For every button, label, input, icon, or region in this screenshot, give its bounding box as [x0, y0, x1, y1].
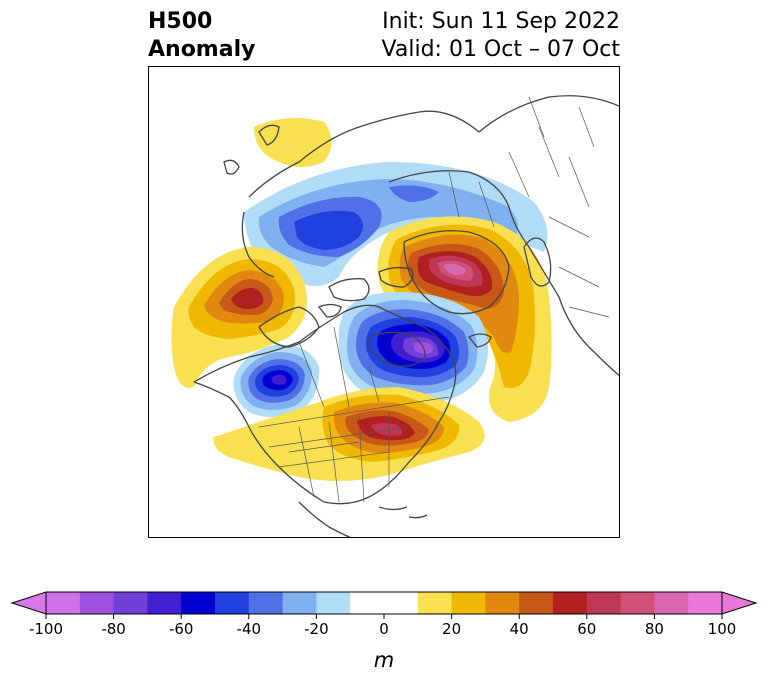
colorbar-swatch [688, 592, 723, 614]
coastlines [193, 95, 619, 537]
colorbar-swatch [46, 592, 81, 614]
positive-anomaly-pacific [171, 247, 307, 388]
colorbar-tick-label: -20 [304, 620, 329, 638]
positive-anomaly-siberia [254, 118, 332, 167]
colorbar-swatch [620, 592, 655, 614]
colorbar-swatches [10, 591, 758, 615]
colorbar-overflow-arrow [721, 591, 758, 615]
colorbar-swatch [215, 592, 250, 614]
title-line-1: H500 [148, 9, 213, 34]
negative-anomaly-russia [244, 162, 548, 286]
colorbar-swatch [417, 592, 453, 614]
colorbar-tick-label: -100 [29, 620, 63, 638]
colorbar-unit-label: m [374, 648, 394, 672]
colorbar-swatch [147, 592, 182, 614]
valid-date: Valid: 01 Oct – 07 Oct [381, 37, 620, 62]
colorbar: -100 -80 -60 -40 -20 0 20 40 60 80 100 m [0, 584, 768, 684]
colorbar-swatch [79, 592, 115, 614]
colorbar-tick-label: 100 [708, 620, 737, 638]
colorbar-tick-label: 0 [379, 620, 389, 638]
colorbar-tick-label: 80 [645, 620, 664, 638]
date-block: Init: Sun 11 Sep 2022 Valid: 01 Oct – 07… [382, 8, 620, 64]
colorbar-swatch [181, 592, 216, 614]
colorbar-ticks: -100 -80 -60 -40 -20 0 20 40 60 80 100 [29, 614, 736, 638]
negative-anomaly-west-coast [233, 344, 320, 417]
title-line-2: Anomaly [148, 37, 256, 62]
colorbar-swatch [553, 592, 588, 614]
colorbar-swatch [113, 592, 148, 614]
colorbar-tick-label: -40 [237, 620, 262, 638]
colorbar-graphic: -100 -80 -60 -40 -20 0 20 40 60 80 100 m [10, 591, 758, 672]
colorbar-tick-label: 60 [577, 620, 596, 638]
title-block: H500 Anomaly [148, 8, 255, 64]
colorbar-swatch [654, 592, 689, 614]
colorbar-underflow-arrow [10, 591, 47, 615]
init-date: Init: Sun 11 Sep 2022 [382, 9, 620, 34]
colorbar-swatch [586, 592, 622, 614]
negative-anomaly-hudson-bay [338, 292, 488, 404]
colorbar-swatch [350, 592, 385, 614]
colorbar-swatch [519, 592, 554, 614]
colorbar-swatch [451, 592, 486, 614]
colorbar-swatch [248, 592, 284, 614]
colorbar-tick-label: 40 [510, 620, 529, 638]
anomaly-shading [171, 118, 552, 481]
colorbar-swatch [282, 592, 317, 614]
colorbar-swatch [485, 592, 520, 614]
colorbar-tick-label: 20 [442, 620, 461, 638]
map-panel [148, 66, 620, 538]
anomaly-map [171, 95, 619, 537]
colorbar-tick-label: -60 [169, 620, 194, 638]
political-borders [258, 96, 610, 503]
colorbar-swatch [316, 592, 351, 614]
positive-anomaly-greenland [377, 216, 552, 422]
colorbar-swatch [384, 592, 419, 614]
colorbar-tick-label: -80 [101, 620, 126, 638]
